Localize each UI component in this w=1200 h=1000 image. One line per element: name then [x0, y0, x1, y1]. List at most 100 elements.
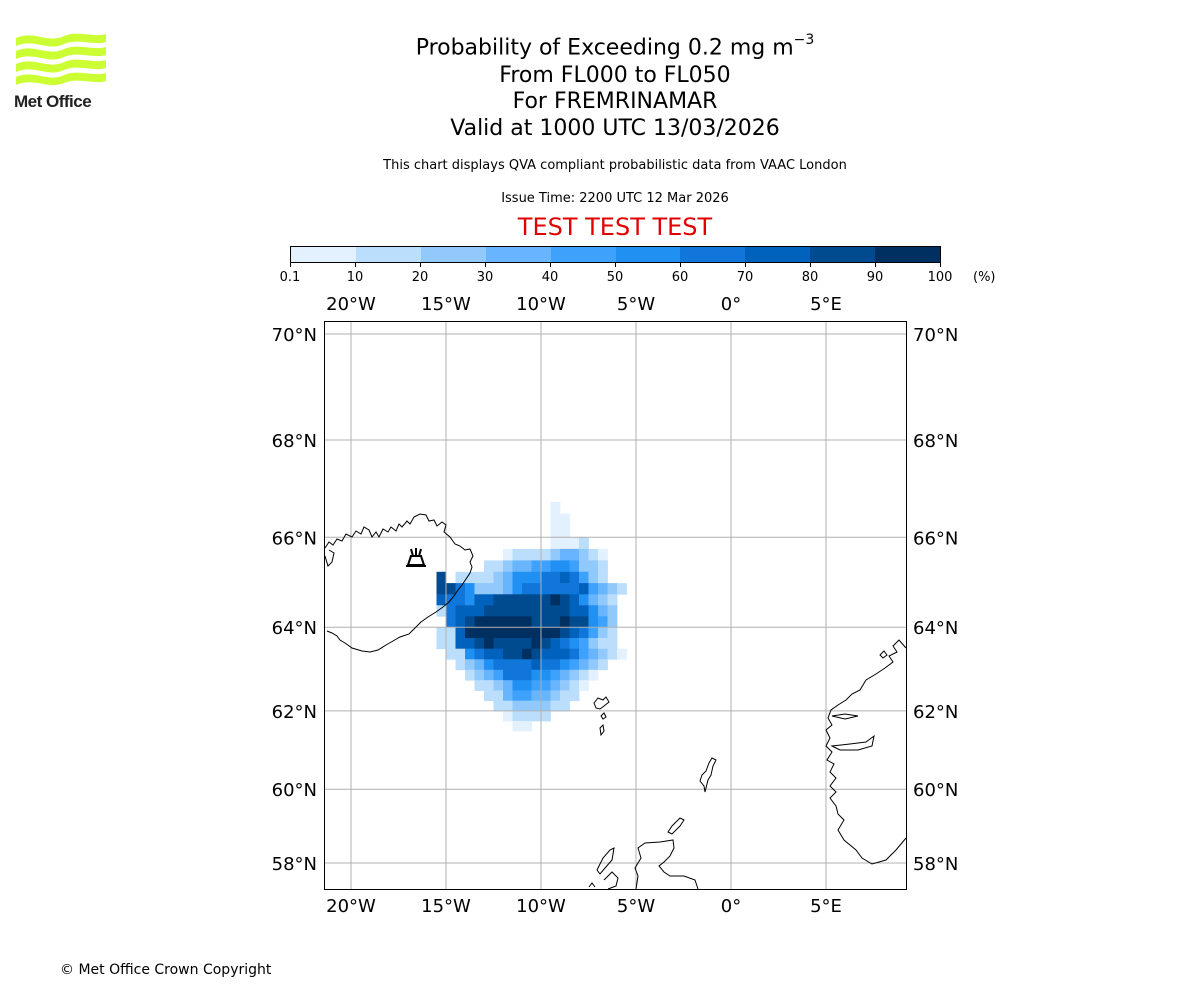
- colorbar-tick: [420, 262, 421, 267]
- plume-cell: [512, 680, 523, 691]
- plume-cell: [503, 605, 513, 617]
- plume-cell: [455, 638, 466, 650]
- lon-tick-label-bottom: 10°W: [516, 896, 566, 917]
- volcano-icon: [406, 548, 426, 567]
- plume-cell: [531, 669, 542, 681]
- plume-cell: [493, 571, 504, 584]
- plume-cell: [503, 583, 513, 595]
- colorbar-tick: [875, 262, 876, 267]
- plume-cell: [541, 627, 551, 639]
- plume-cell: [588, 638, 599, 650]
- coastline-iceland: [324, 513, 474, 653]
- plume-cell: [531, 616, 542, 628]
- plume-cell: [484, 594, 494, 606]
- plume-cell: [550, 571, 561, 584]
- plume-cell: [560, 571, 570, 584]
- plume-cell: [598, 560, 608, 573]
- plume-cell: [512, 548, 523, 561]
- plume-cell: [560, 638, 570, 650]
- plume-cell: [531, 690, 542, 702]
- plume-cell: [541, 605, 551, 617]
- colorbar-tick: [810, 262, 811, 267]
- plume-cell: [588, 669, 599, 681]
- title-exponent: −3: [793, 32, 815, 48]
- plume-cell: [541, 710, 551, 722]
- plume-cell: [579, 571, 589, 584]
- plume-cell: [503, 638, 513, 650]
- plume-cell: [512, 638, 523, 650]
- colorbar-tick: [615, 262, 616, 267]
- plume-cell: [446, 638, 456, 650]
- plume-cell: [541, 560, 551, 573]
- plume-cell: [503, 616, 513, 628]
- plume-cell: [455, 594, 466, 606]
- plume-cell: [531, 659, 542, 671]
- plume-cell: [465, 594, 475, 606]
- plume-cell: [607, 605, 618, 617]
- coastline-faroes-2: [600, 712, 607, 720]
- plume-cell: [579, 537, 589, 550]
- lat-tick-label-left: 68°N: [272, 431, 317, 452]
- plume-cell: [569, 680, 580, 691]
- plume-cell: [550, 638, 561, 650]
- plume-cell: [598, 583, 608, 595]
- plume-cell: [455, 616, 466, 628]
- lat-tick-label-right: 60°N: [913, 780, 958, 801]
- plume-cell: [522, 669, 532, 681]
- plume-cell: [588, 571, 599, 584]
- plume-cell: [541, 616, 551, 628]
- plume-cell: [512, 710, 523, 722]
- lat-tick-label-right: 66°N: [913, 528, 958, 549]
- plume-cell: [512, 659, 523, 671]
- lon-tick-label-bottom: 20°W: [326, 896, 376, 917]
- plume-cell: [484, 680, 494, 691]
- lon-tick-label-bottom: 5°E: [810, 896, 842, 917]
- plume-cell: [531, 594, 542, 606]
- plume-cell: [474, 648, 485, 660]
- plume-cell: [455, 627, 466, 639]
- plume-cell: [550, 537, 561, 550]
- colorbar-segment: [615, 247, 681, 262]
- plume-cell: [493, 669, 504, 681]
- colorbar-tick-label: 100: [927, 270, 953, 285]
- plume-cell: [493, 680, 504, 691]
- coastline-faroes: [593, 696, 610, 710]
- plume-cell: [569, 648, 580, 660]
- plume-cell: [474, 627, 485, 639]
- plume-cell: [531, 605, 542, 617]
- ash-probability-plume: [436, 501, 627, 732]
- lat-tick-label-right: 70°N: [913, 325, 958, 346]
- plume-cell: [512, 605, 523, 617]
- plume-cell: [579, 638, 589, 650]
- plume-cell: [503, 680, 513, 691]
- plume-cell: [436, 583, 447, 595]
- plume-cell: [503, 690, 513, 702]
- lon-tick-label-top: 20°W: [326, 294, 376, 315]
- plume-cell: [569, 537, 580, 550]
- colorbar-tick-label: 70: [736, 270, 754, 285]
- plume-cell: [484, 659, 494, 671]
- coastline-norway-island: [879, 650, 888, 659]
- lat-tick-label-left: 58°N: [272, 854, 317, 875]
- plume-cell: [484, 571, 494, 584]
- plume-cell: [541, 594, 551, 606]
- plume-cell: [550, 616, 561, 628]
- plume-cell: [512, 690, 523, 702]
- plume-cell: [560, 627, 570, 639]
- plume-cell: [569, 690, 580, 702]
- plume-cell: [436, 627, 447, 639]
- plume-cell: [465, 571, 475, 584]
- plume-cell: [493, 638, 504, 650]
- plume-cell: [531, 560, 542, 573]
- plume-cell: [598, 594, 608, 606]
- plume-cell: [531, 571, 542, 584]
- plume-cell: [569, 571, 580, 584]
- plume-cell: [522, 690, 532, 702]
- plume-cell: [541, 648, 551, 660]
- lat-tick-label-left: 64°N: [272, 618, 317, 639]
- plume-cell: [465, 638, 475, 650]
- plume-cell: [455, 583, 466, 595]
- plume-cell: [588, 594, 599, 606]
- plume-cell: [541, 669, 551, 681]
